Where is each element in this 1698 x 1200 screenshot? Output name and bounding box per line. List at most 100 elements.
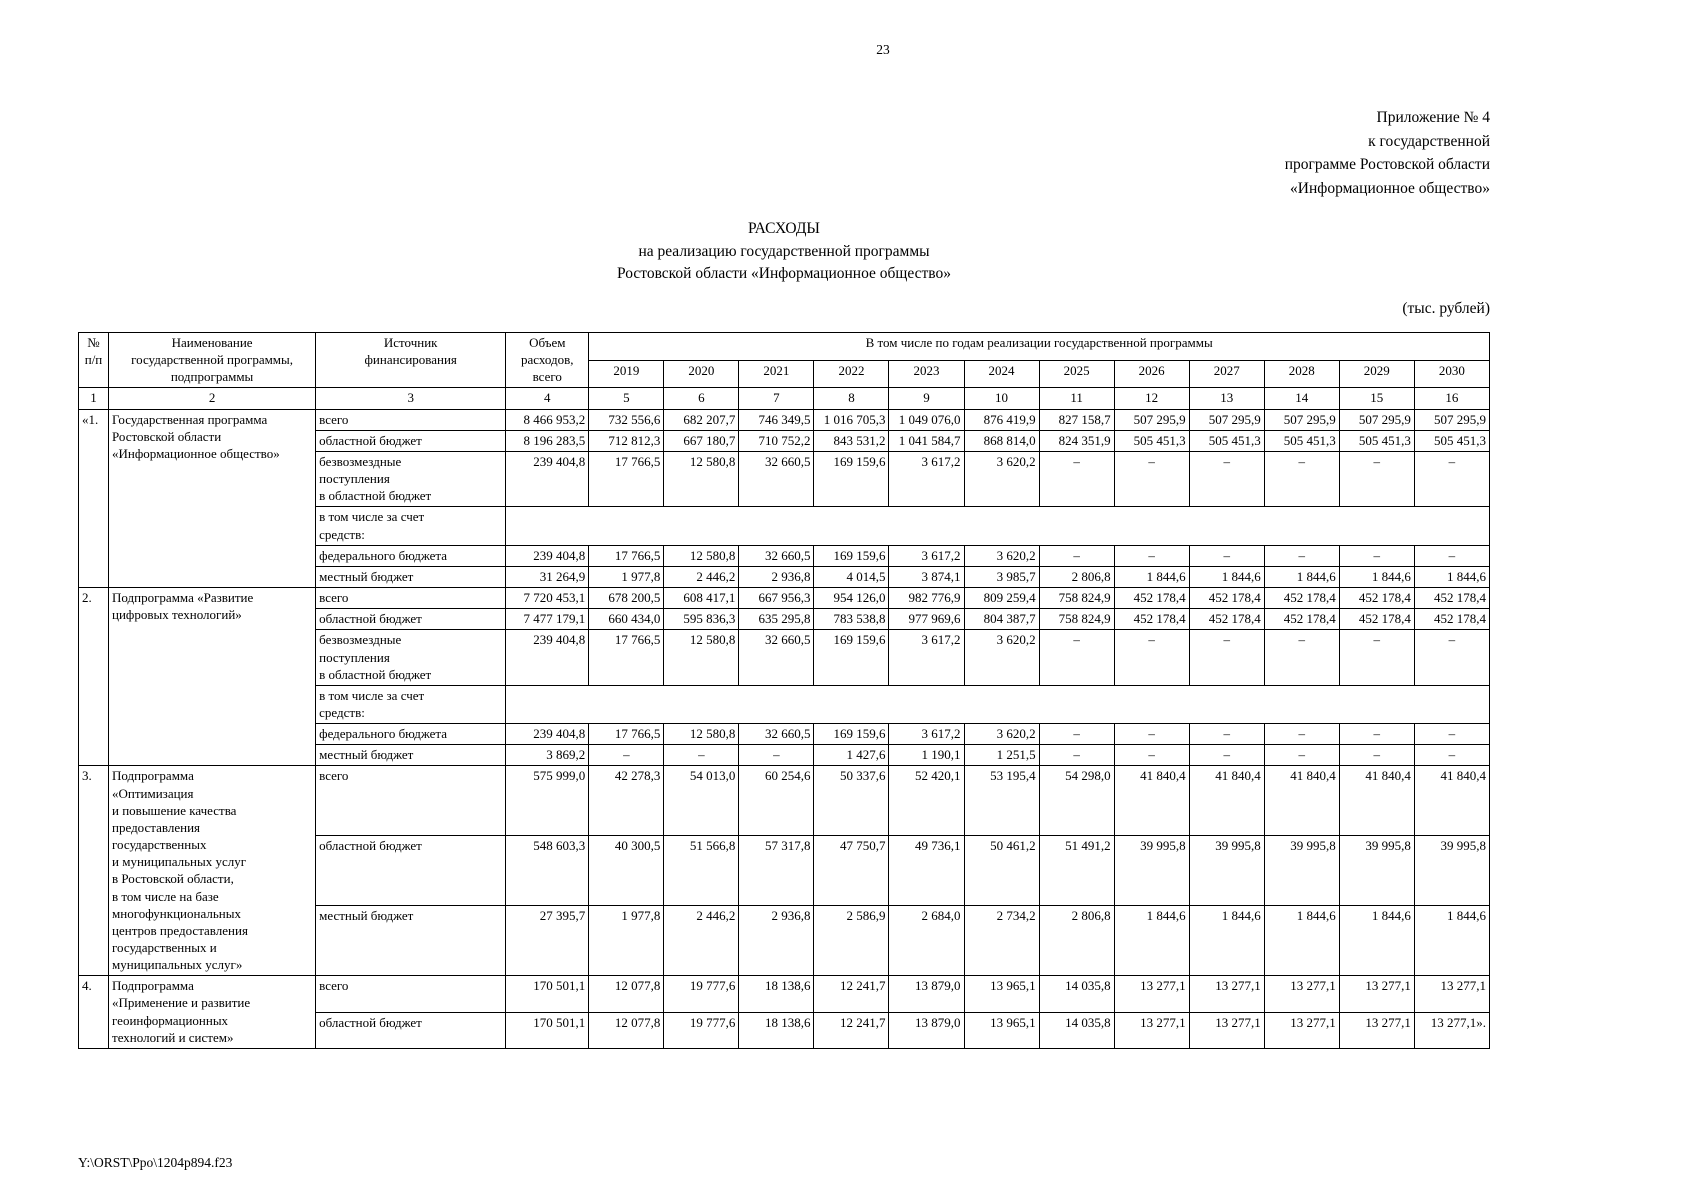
funding-source: областной бюджет	[315, 429, 507, 452]
column-number: 14	[1263, 387, 1340, 410]
amount-cell: –	[588, 744, 665, 767]
amount-cell: 3 874,1	[888, 565, 965, 589]
amount-cell: 49 736,1	[888, 835, 965, 907]
amount-cell: 13 277,1	[1338, 975, 1415, 1013]
table-row: федерального бюджета 239 404,8 17 766,5 12 …	[79, 723, 1491, 746]
amount-cell: –	[1413, 723, 1491, 746]
amount-cell: 13 965,1	[963, 975, 1040, 1013]
amount-cell: 19 777,6	[663, 1011, 740, 1049]
row-number: 3.	[77, 765, 110, 977]
table-row: 4. Подпрограмма «Применение и развитие ге…	[77, 975, 1491, 1049]
amount-cell: 804 387,7	[963, 608, 1040, 631]
amount-cell: –	[738, 744, 815, 767]
amount-cell: 746 349,5	[738, 408, 815, 431]
amount-cell: 12 241,7	[813, 975, 890, 1013]
amount-cell: 4 014,5	[813, 565, 890, 589]
amount-cell: 8 196 283,5	[505, 429, 590, 452]
amount-cell: 2 586,9	[813, 905, 890, 977]
amount-cell: 13 277,1	[1113, 1011, 1190, 1049]
year-column-header: 2030	[1413, 359, 1491, 389]
column-number: 16	[1413, 387, 1491, 410]
amount-cell: 41 840,4	[1338, 765, 1415, 837]
units-note: (тыс. рублей)	[1402, 300, 1490, 317]
amount-cell: 41 840,4	[1263, 765, 1340, 837]
year-column-header: 2023	[888, 359, 965, 389]
amount-cell: 170 501,1	[505, 1011, 590, 1049]
amount-cell: 51 491,2	[1038, 835, 1115, 907]
amount-cell: 32 660,5	[738, 723, 815, 746]
appendix-line: к государственной	[1368, 132, 1490, 150]
appendix-line: Приложение № 4	[1376, 109, 1490, 126]
funding-source: местный бюджет	[315, 905, 507, 977]
amount-cell: 1 251,5	[963, 744, 1040, 767]
amount-cell: 1 844,6	[1338, 565, 1415, 589]
amount-cell: 1 844,6	[1263, 905, 1340, 977]
amount-cell: 7 477 179,1	[505, 608, 590, 631]
amount-cell: –	[1413, 629, 1491, 686]
amount-cell: –	[1263, 450, 1340, 508]
amount-cell: –	[1113, 723, 1190, 746]
amount-cell: 595 836,3	[663, 608, 740, 631]
funding-source: всего	[315, 975, 507, 1013]
amount-cell: 1 041 584,7	[888, 429, 965, 452]
amount-cell: 41 840,4	[1413, 765, 1491, 837]
amount-cell: 13 879,0	[888, 1011, 965, 1049]
amount-cell: –	[1338, 544, 1415, 567]
amount-cell: 452 178,4	[1263, 587, 1340, 610]
column-number: 11	[1038, 387, 1115, 410]
table-row: 3. Подпрограмма «Оптимизация и повышение …	[77, 765, 1491, 977]
header-col-name: Наименование государственной программы, …	[108, 331, 317, 389]
table-row: областной бюджет 170 501,1 12 077,8 19 777,…	[79, 1011, 1491, 1049]
amount-cell: 17 766,5	[588, 629, 665, 686]
table-row: федерального бюджета 239 404,8 17 766,5 12 …	[79, 544, 1491, 567]
amount-cell: 32 660,5	[738, 544, 815, 567]
program-name: Подпрограмма «Применение и развитие геои…	[108, 975, 317, 1049]
amount-cell: –	[1113, 629, 1190, 686]
amount-cell: 51 566,8	[663, 835, 740, 907]
year-column-header: 2027	[1188, 359, 1265, 389]
amount-cell: 667 956,3	[738, 587, 815, 610]
amount-cell: 17 766,5	[588, 723, 665, 746]
amount-cell: 3 617,2	[888, 544, 965, 567]
amount-cell: –	[1038, 723, 1115, 746]
amount-cell: –	[1038, 544, 1115, 567]
column-number: 10	[963, 387, 1040, 410]
column-number: 6	[663, 387, 740, 410]
amount-cell: 39 995,8	[1338, 835, 1415, 907]
amount-cell: 169 159,6	[813, 450, 890, 508]
amount-cell: –	[1188, 450, 1265, 508]
amount-cell: 732 556,6	[588, 408, 665, 431]
column-number: 12	[1113, 387, 1190, 410]
table-row: областной бюджет 8 196 283,5 712 812,3 667 …	[79, 429, 1491, 452]
appendix-block: Приложение № 4 к государственной программе…	[1285, 106, 1490, 200]
amount-cell: 14 035,8	[1038, 975, 1115, 1013]
amount-cell: –	[1338, 450, 1415, 508]
amount-cell: 3 985,7	[963, 565, 1040, 589]
amount-cell: –	[1038, 744, 1115, 767]
amount-cell: 608 417,1	[663, 587, 740, 610]
table-row: 2. Подпрограмма «Развитие цифровых технол…	[77, 587, 1491, 767]
funding-source: областной бюджет	[315, 608, 507, 631]
amount-cell: 52 420,1	[888, 765, 965, 837]
column-number: 4	[505, 387, 590, 410]
amount-cell: 13 277,1	[1263, 975, 1340, 1013]
amount-cell: 1 844,6	[1113, 565, 1190, 589]
column-number: 3	[315, 387, 507, 410]
file-path: Y:\ORST\Ppo\1204p894.f23	[78, 1155, 233, 1170]
amount-cell: 13 277,1	[1263, 1011, 1340, 1049]
funding-source: всего	[315, 765, 507, 837]
amount-cell: 809 259,4	[963, 587, 1040, 610]
column-number: 15	[1338, 387, 1415, 410]
table-row: местный бюджет 3 869,2– – –1 427,6 1 190,1 1 …	[79, 744, 1491, 767]
amount-cell: –	[663, 744, 740, 767]
amount-cell: 1 844,6	[1188, 905, 1265, 977]
table-body: «1. Государственная программа Ростовской …	[77, 408, 1491, 1049]
amount-cell: 13 879,0	[888, 975, 965, 1013]
amount-cell: 3 620,2	[963, 450, 1040, 508]
amount-cell: 452 178,4	[1113, 587, 1190, 610]
program-name: Подпрограмма «Оптимизация и повышение ка…	[108, 765, 317, 977]
amount-cell: –	[1413, 544, 1491, 567]
year-column-header: 2022	[813, 359, 890, 389]
amount-cell: 824 351,9	[1038, 429, 1115, 452]
